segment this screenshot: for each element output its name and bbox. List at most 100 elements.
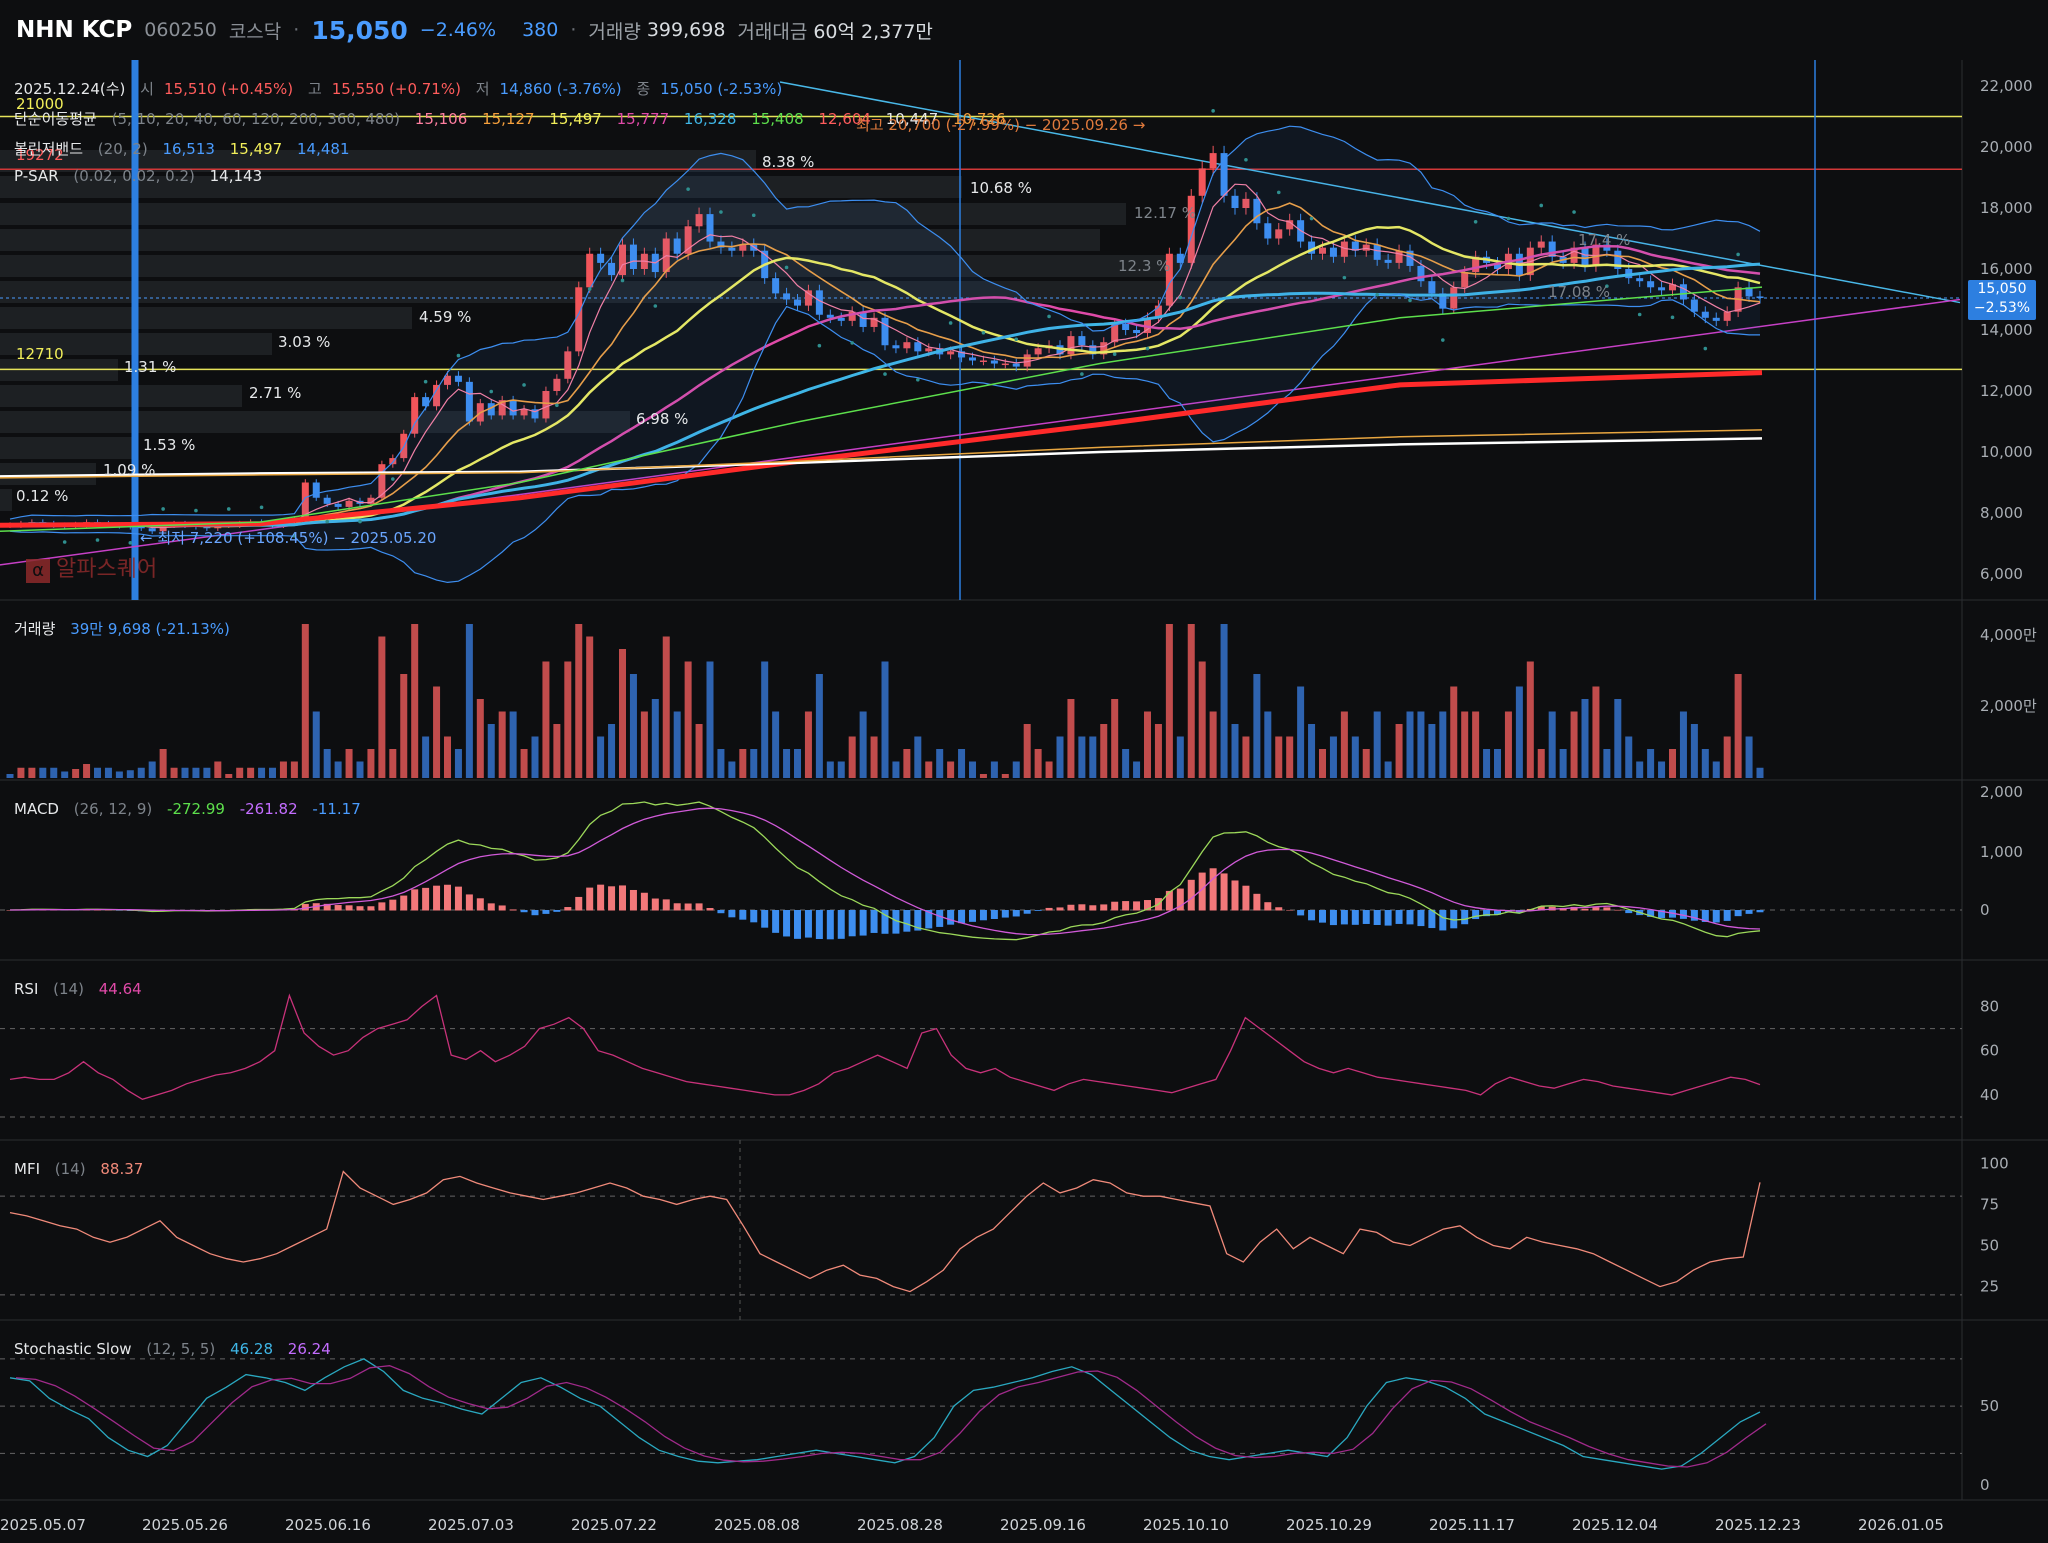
volume-bar: [1275, 736, 1283, 778]
volume-bar: [17, 767, 25, 778]
candle-body: [1690, 299, 1698, 312]
volume-bar: [1647, 749, 1655, 778]
macd-histogram-bar: [761, 910, 769, 928]
psar-dot: [325, 519, 329, 524]
macd-histogram-bar: [892, 910, 900, 934]
psar-dot: [1375, 292, 1379, 297]
macd-histogram-bar: [783, 910, 791, 937]
candle-body: [1286, 220, 1294, 230]
macd-histogram-bar: [706, 908, 714, 911]
volume-bar: [115, 771, 123, 778]
price-tick-label: 6,000: [1980, 565, 2023, 583]
psar-dot: [555, 403, 559, 408]
volume-bar: [1439, 711, 1447, 778]
ma60-value: 16,328: [683, 110, 737, 128]
candle-body: [389, 458, 397, 465]
volume-bar: [903, 749, 911, 778]
volume-bar: [1056, 736, 1064, 778]
volume-bar: [739, 749, 747, 778]
volume-bar: [848, 736, 856, 778]
macd-histogram-bar: [651, 898, 659, 911]
volume-bar: [542, 661, 550, 778]
volume-bar: [1603, 749, 1611, 778]
candle-body: [345, 500, 353, 507]
macd-histogram-bar: [1286, 909, 1294, 911]
candle-body: [1439, 293, 1447, 309]
volume-bar: [837, 761, 845, 778]
x-tick-label: 2025.08.28: [857, 1516, 943, 1534]
volume-bar: [1690, 724, 1698, 778]
macd-histogram-bar: [772, 910, 780, 933]
volume-bar: [454, 749, 462, 778]
volume-bar: [1362, 749, 1370, 778]
rsi-tick-label: 80: [1980, 998, 1999, 1016]
price-tick-label: 20,000: [1980, 138, 2033, 156]
macd-histogram-bar: [1264, 902, 1272, 911]
psar-dot: [1736, 252, 1740, 257]
last-price-tag-value: 15,050: [1977, 281, 2027, 297]
psar-dot: [1473, 219, 1478, 224]
volume-bar: [104, 767, 112, 778]
candle-body: [772, 278, 780, 294]
candle-body: [1384, 259, 1392, 263]
macd-histogram-bar: [444, 884, 451, 911]
candle-body: [531, 409, 539, 419]
macd-histogram-bar: [1570, 906, 1578, 911]
macd-histogram-bar: [334, 905, 342, 911]
macd-histogram-bar: [1592, 907, 1600, 911]
price-tick-label: 12,000: [1980, 382, 2033, 400]
volume-bar: [1319, 749, 1326, 778]
volume-bar: [1526, 661, 1534, 778]
level-19272-label: 19272: [16, 146, 64, 164]
volume-bar: [1417, 711, 1425, 778]
candle-body: [826, 314, 834, 318]
psar-dot: [1080, 372, 1084, 376]
x-tick-label: 2025.06.16: [285, 1516, 371, 1534]
macd-value: -272.99: [167, 800, 225, 818]
volume-bar: [126, 770, 134, 778]
macd-histogram-bar: [1734, 910, 1742, 917]
candle-body: [1647, 281, 1655, 288]
candle-body: [454, 375, 462, 382]
volume-bar: [1242, 736, 1250, 778]
candle-body: [378, 464, 386, 498]
candle-body: [1373, 244, 1381, 260]
psar-dot: [1408, 298, 1412, 303]
macd-histogram-bar: [1056, 907, 1064, 911]
last-price-tag: 15,050 −2.53%: [1968, 280, 2036, 320]
volume-bar: [1340, 711, 1348, 778]
candle-body: [1351, 241, 1359, 251]
macd-histogram-bar: [903, 910, 911, 932]
psar-dot: [1309, 216, 1314, 221]
macd-histogram-bar: [1275, 907, 1283, 911]
x-tick-label: 2025.08.08: [714, 1516, 800, 1534]
psar-dot: [817, 343, 822, 348]
bb-params: (20, 2): [97, 140, 148, 158]
psar-dot: [226, 507, 231, 511]
volume-bar: [356, 761, 364, 778]
candle-body: [1450, 287, 1458, 309]
candle-body: [629, 244, 637, 269]
bb-lower: 14,481: [297, 140, 350, 158]
macd-histogram-bar: [947, 910, 955, 925]
macd-histogram-bar: [1690, 910, 1698, 921]
volume-bar: [1461, 711, 1469, 778]
macd-histogram-bar: [728, 910, 736, 918]
volume-bar: [1658, 761, 1666, 778]
vp-label: 17.4 %: [1578, 231, 1631, 249]
macd-histogram-bar: [1428, 910, 1436, 929]
macd-histogram-bar: [400, 895, 408, 911]
high-value: 15,550 (+0.71%): [331, 80, 461, 98]
candle-body: [979, 360, 987, 362]
candle-body: [1198, 168, 1206, 196]
vp-label: 2.71 %: [249, 384, 302, 402]
macd-histogram-bar: [586, 887, 594, 911]
rsi-legend: RSI (14) 44.64: [14, 980, 152, 998]
candle-body: [1220, 153, 1228, 196]
level-21000-label: 21000: [16, 95, 64, 113]
candle-body: [520, 409, 528, 416]
market-label: 코스닥: [228, 20, 282, 43]
macd-histogram-bar: [1308, 910, 1316, 921]
change-absolute: 380: [522, 19, 559, 41]
